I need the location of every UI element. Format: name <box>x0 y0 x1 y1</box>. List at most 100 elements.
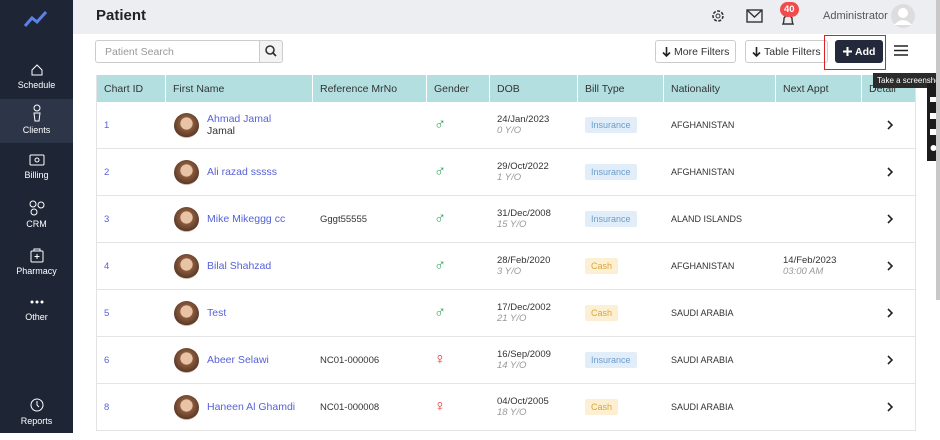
cell: SAUDI ARABIA <box>664 384 776 430</box>
cell: Ali razad sssss <box>166 149 313 195</box>
cell: AFGHANISTAN <box>664 102 776 148</box>
detail-chevron[interactable] <box>886 355 894 365</box>
cell: 3 <box>97 196 166 242</box>
column-header: Gender <box>427 75 490 102</box>
patient-name[interactable]: Haneen Al Ghamdi <box>207 401 296 413</box>
patient-subname: Jamal <box>207 125 236 137</box>
nav-item[interactable]: Pharmacy <box>0 242 73 290</box>
cell: ♂ <box>427 243 490 289</box>
nationality: ALAND ISLANDS <box>671 214 743 224</box>
nav-item[interactable]: Schedule <box>0 58 73 106</box>
nav-label: CRM <box>26 219 47 229</box>
chevron-path <box>886 214 893 224</box>
patient-name[interactable]: Mike Mikeggg cc <box>207 213 286 225</box>
nav-label: Billing <box>24 170 49 180</box>
gender-icon: ♀ <box>434 351 446 368</box>
chart-id[interactable]: 6 <box>104 354 110 366</box>
patient-table: Chart ID First Name Reference MrNo Gender DO… <box>96 75 917 431</box>
table-filters-button[interactable]: Table Filters <box>745 40 828 63</box>
search-button[interactable] <box>259 40 283 63</box>
cell: ♂ <box>427 149 490 195</box>
detail-chevron[interactable] <box>886 261 894 271</box>
cell: 1 <box>97 102 166 148</box>
nav-item[interactable]: Billing <box>0 148 73 196</box>
cell: 31/Dec/2008 15 Y/O <box>490 196 578 242</box>
table-row: 5 Test ♂ 17/Dec/2002 21 Y/O Cash SAUDI ARABIA <box>97 290 915 337</box>
name-cell: Abeer Selawi <box>207 354 269 366</box>
cell: 5 <box>97 290 166 336</box>
name-cell: Ahmad Jamal Jamal <box>207 113 271 137</box>
age: 21 Y/O <box>497 313 527 324</box>
user-avatar[interactable] <box>891 4 915 28</box>
cell: 28/Feb/2020 3 Y/O <box>490 243 578 289</box>
cell: Cash <box>578 243 664 289</box>
table-row: 8 Haneen Al Ghamdi NC01-000008 ♀ 04/Oct/2005… <box>97 384 915 431</box>
cell: Insurance <box>578 102 664 148</box>
arrow-icon <box>662 46 671 57</box>
cell <box>862 149 917 195</box>
add-button[interactable]: Add <box>835 40 884 63</box>
arrow-icon <box>752 46 761 57</box>
chevron-path <box>886 120 893 130</box>
icon <box>30 248 43 263</box>
patient-name[interactable]: Bilal Shahzad <box>207 260 272 272</box>
more-filters-button[interactable]: More Filters <box>655 40 737 63</box>
column-header: Next Appt <box>776 75 862 102</box>
nationality: AFGHANISTAN <box>671 167 735 177</box>
chart-id[interactable]: 1 <box>104 119 110 131</box>
cell <box>776 290 862 336</box>
patient-name[interactable]: Ahmad Jamal <box>207 113 272 125</box>
chart-id[interactable]: 5 <box>104 307 110 319</box>
nav-item[interactable]: CRM <box>0 195 73 243</box>
search-input[interactable]: Patient Search <box>95 40 260 63</box>
gender-icon: ♂ <box>434 304 446 321</box>
cell: Ahmad Jamal Jamal <box>166 102 313 148</box>
bill-type-badge: Insurance <box>585 164 637 180</box>
cell: Cash <box>578 290 664 336</box>
chevron-path <box>886 402 893 412</box>
chart-id[interactable]: 4 <box>104 260 110 272</box>
nav-item[interactable]: Reports <box>0 392 73 440</box>
button-label: Table Filters <box>764 45 821 58</box>
age: 1 Y/O <box>497 172 522 183</box>
detail-chevron[interactable] <box>886 402 894 412</box>
gender-icon: ♀ <box>434 398 446 415</box>
chart-id[interactable]: 2 <box>104 166 110 178</box>
detail-chevron[interactable] <box>886 167 894 177</box>
cell: Abeer Selawi <box>166 337 313 383</box>
patient-name[interactable]: Abeer Selawi <box>207 354 269 366</box>
detail-chevron[interactable] <box>886 308 894 318</box>
name-cell: Mike Mikeggg cc <box>207 213 285 225</box>
cell: 17/Dec/2002 21 Y/O <box>490 290 578 336</box>
cell: 2 <box>97 149 166 195</box>
detail-chevron[interactable] <box>886 214 894 224</box>
reference-mrno: Gggt55555 <box>320 213 368 225</box>
cell: ALAND ISLANDS <box>664 196 776 242</box>
age: 14 Y/O <box>497 360 527 371</box>
patient-name[interactable]: Test <box>207 307 227 319</box>
cell: SAUDI ARABIA <box>664 337 776 383</box>
chart-id[interactable]: 3 <box>104 213 110 225</box>
nav-item[interactable]: Other <box>0 290 73 338</box>
cell: AFGHANISTAN <box>664 149 776 195</box>
cell: Bilal Shahzad <box>166 243 313 289</box>
cell <box>313 149 427 195</box>
mail-icon[interactable] <box>746 9 763 23</box>
chart-id[interactable]: 8 <box>104 401 110 413</box>
menu-icon[interactable] <box>894 44 908 57</box>
column-header: DOB <box>490 75 578 102</box>
header: Patient 40 Administrator <box>73 0 940 34</box>
detail-chevron[interactable] <box>886 120 894 130</box>
icon <box>29 200 44 216</box>
dob: 16/Sep/2009 <box>497 349 551 360</box>
nav-item[interactable]: Clients <box>0 99 73 143</box>
user-name[interactable]: Administrator <box>823 10 888 22</box>
age: 15 Y/O <box>497 219 527 230</box>
cell <box>776 384 862 430</box>
cell: ♀ <box>427 337 490 383</box>
settings-icon[interactable] <box>710 8 726 24</box>
cell: Insurance <box>578 149 664 195</box>
patient-name[interactable]: Ali razad sssss <box>207 166 278 178</box>
nav-label: Clients <box>22 125 51 135</box>
patient-avatar <box>174 112 199 138</box>
